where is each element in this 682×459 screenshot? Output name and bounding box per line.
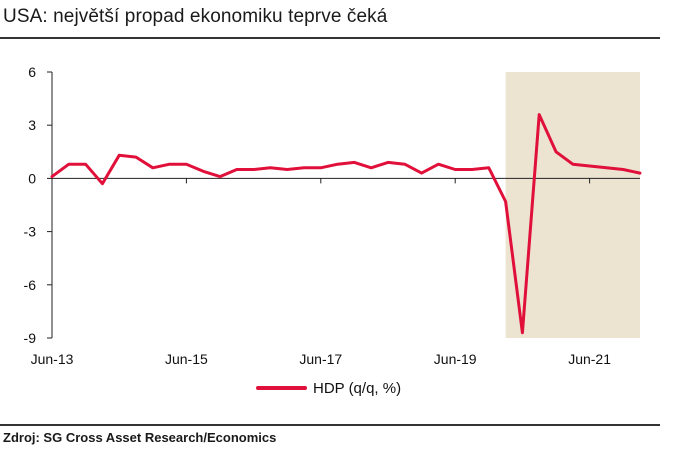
y-tick-label: 3 (28, 117, 36, 133)
forecast-shaded-region (505, 72, 640, 338)
legend-label-hdp: HDP (q/q, %) (313, 380, 401, 397)
title-divider (0, 37, 660, 39)
x-tick-label: Jun-19 (434, 351, 477, 367)
x-tick-label: Jun-17 (299, 351, 342, 367)
x-tick-label: Jun-21 (568, 351, 611, 367)
source-note: Zdroj: SG Cross Asset Research/Economics (3, 430, 277, 445)
y-tick-label: 0 (28, 170, 36, 186)
source-divider (0, 424, 660, 426)
series-line-hdp (50, 113, 642, 335)
x-tick-label: Jun-13 (31, 351, 74, 367)
y-tick-label: 6 (28, 64, 36, 80)
y-tick-label: -9 (24, 330, 37, 346)
x-axis-ticks: Jun-13 Jun-15 Jun-17 Jun-19 Jun-21 (31, 178, 611, 367)
legend: HDP (q/q, %) (256, 380, 401, 397)
gdp-line-chart: 6 3 0 -3 -6 -9 Jun-13 Jun-15 Jun-17 Jun-19 Jun-21… (24, 64, 642, 397)
x-tick-label: Jun-15 (165, 351, 208, 367)
chart-title: USA: největší propad ekonomiku teprve če… (3, 6, 388, 27)
y-tick-label: -3 (24, 224, 37, 240)
y-axis-ticks: 6 3 0 -3 -6 -9 (24, 64, 52, 346)
y-tick-label: -6 (24, 277, 37, 293)
